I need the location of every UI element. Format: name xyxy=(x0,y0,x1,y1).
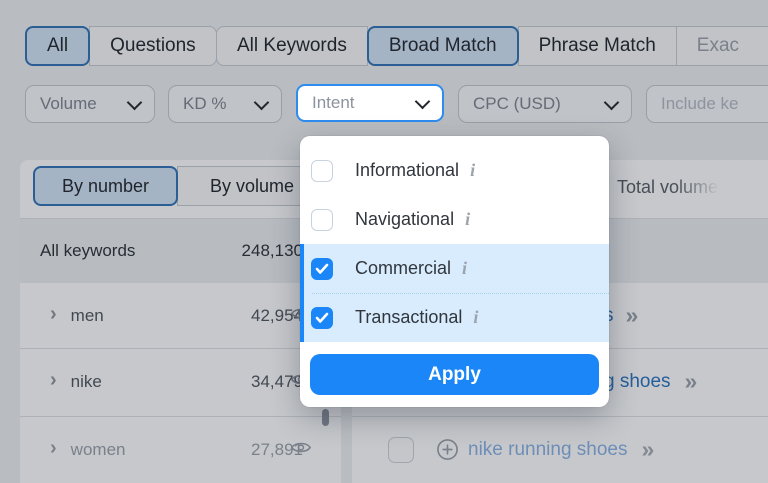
scrollbar-thumb[interactable] xyxy=(322,409,329,426)
option-navigational[interactable]: Navigational i xyxy=(300,195,609,244)
option-label: Navigational xyxy=(355,209,455,229)
kd-filter-label: KD % xyxy=(183,94,227,113)
open-keyword-chevrons-icon[interactable]: » xyxy=(625,302,639,328)
keyword-groups-panel: By number By volume All keywords 248,130… xyxy=(20,160,341,483)
keyword-link[interactable]: nike running shoes xyxy=(468,438,628,460)
expand-chevron-icon[interactable]: › xyxy=(50,437,57,459)
dotted-divider xyxy=(312,293,609,294)
keyword-row[interactable]: g shoes » xyxy=(352,348,768,415)
match-type-tabs-group1: All Questions xyxy=(25,26,217,66)
eye-icon[interactable] xyxy=(290,439,312,460)
tab-broad-match-label: Broad Match xyxy=(388,35,497,56)
option-label: Commercial xyxy=(355,258,452,278)
keyword-link[interactable]: g shoes xyxy=(604,370,671,392)
cpc-filter-label: CPC (USD) xyxy=(473,94,561,113)
info-icon[interactable]: i xyxy=(473,307,479,327)
expand-chevron-icon[interactable]: › xyxy=(50,369,57,391)
group-row-all-keywords[interactable]: All keywords 248,130 xyxy=(20,219,341,283)
option-commercial[interactable]: Commercial i xyxy=(300,244,609,293)
tab-questions-label: Questions xyxy=(110,35,196,56)
divider xyxy=(20,416,341,417)
expand-chevron-icon[interactable]: › xyxy=(50,303,57,325)
tab-broad-match[interactable]: Broad Match xyxy=(366,26,519,66)
checkbox-unchecked[interactable] xyxy=(311,208,333,231)
tab-all-label: All xyxy=(47,35,69,56)
group-row-label: women xyxy=(70,439,126,459)
tab-exact-match-label: Exac xyxy=(696,35,740,56)
group-row-nike[interactable]: › nike 34,479 xyxy=(20,348,341,415)
open-keyword-chevrons-icon[interactable]: » xyxy=(641,436,655,462)
checkbox-checked[interactable] xyxy=(311,257,333,280)
option-label: Transactional xyxy=(355,307,463,327)
divider xyxy=(352,416,768,417)
keyword-row[interactable]: nike running shoes » xyxy=(352,416,768,483)
checkbox-checked[interactable] xyxy=(311,306,333,329)
volume-filter-label: Volume xyxy=(40,94,97,113)
group-row-women[interactable]: › women 27,891 xyxy=(20,416,341,483)
group-row-label: nike xyxy=(70,371,102,391)
tab-all[interactable]: All xyxy=(25,26,91,66)
intent-filter-button[interactable]: Intent xyxy=(296,84,444,122)
cpc-filter-button[interactable]: CPC (USD) xyxy=(458,85,632,123)
open-keyword-chevrons-icon[interactable]: » xyxy=(684,368,698,394)
total-volume-label: Total volume: xyxy=(617,177,723,198)
tab-by-number-label: By number xyxy=(61,175,150,196)
keyword-checkbox[interactable] xyxy=(388,436,414,463)
checked-options-highlight xyxy=(300,244,609,342)
group-row-count: 27,891 xyxy=(251,439,303,459)
include-keywords-input[interactable]: Include ke xyxy=(646,85,768,123)
checkbox-unchecked[interactable] xyxy=(311,159,333,182)
total-volume-text: Total volume: xyxy=(617,177,724,197)
all-keywords-row-background xyxy=(20,219,341,283)
tab-phrase-match[interactable]: Phrase Match xyxy=(517,26,677,66)
group-row-label: men xyxy=(70,305,104,325)
info-icon[interactable]: i xyxy=(462,258,468,278)
add-keyword-icon[interactable] xyxy=(436,438,459,461)
option-transactional[interactable]: Transactional i xyxy=(300,293,609,342)
apply-button[interactable]: Apply xyxy=(310,354,599,395)
group-row-count: 248,130 xyxy=(241,241,303,260)
tab-exact-match[interactable]: Exac xyxy=(675,26,768,66)
group-row-men[interactable]: › men 42,954 xyxy=(20,283,341,348)
apply-button-label: Apply xyxy=(428,363,481,385)
info-icon[interactable]: i xyxy=(470,160,476,180)
divider xyxy=(20,218,341,219)
intent-dropdown-panel: Informational i Navigational i Commercia… xyxy=(300,136,609,407)
option-label: Informational xyxy=(355,160,460,180)
volume-filter-button[interactable]: Volume xyxy=(25,85,155,123)
group-row-label: All keywords xyxy=(40,241,136,260)
divider xyxy=(20,348,341,349)
tab-by-number[interactable]: By number xyxy=(33,166,178,206)
tab-all-keywords-label: All Keywords xyxy=(237,35,347,56)
option-informational[interactable]: Informational i xyxy=(300,146,609,195)
chevron-down-icon xyxy=(414,93,431,109)
kd-filter-button[interactable]: KD % xyxy=(168,85,282,123)
tab-all-keywords[interactable]: All Keywords xyxy=(216,26,368,66)
intent-filter-label: Intent xyxy=(312,93,355,112)
group-row-count: 34,479 xyxy=(251,371,303,391)
include-keywords-placeholder: Include ke xyxy=(661,94,739,113)
info-icon[interactable]: i xyxy=(465,209,471,229)
tab-phrase-match-label: Phrase Match xyxy=(538,35,656,56)
tab-by-volume-label: By volume xyxy=(209,175,295,196)
match-type-tabs-group2: All Keywords Broad Match Phrase Match Ex… xyxy=(216,26,768,66)
group-row-count: 42,954 xyxy=(251,305,303,325)
